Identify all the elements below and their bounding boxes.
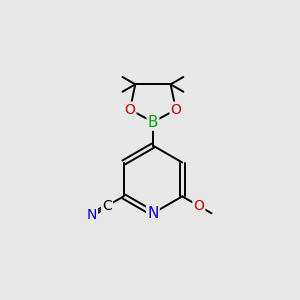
Text: O: O: [170, 103, 181, 117]
Text: O: O: [124, 103, 135, 117]
Text: C: C: [102, 199, 112, 213]
Text: O: O: [194, 199, 204, 213]
Text: N: N: [147, 206, 159, 221]
Text: N: N: [87, 208, 97, 222]
Text: B: B: [148, 115, 158, 130]
